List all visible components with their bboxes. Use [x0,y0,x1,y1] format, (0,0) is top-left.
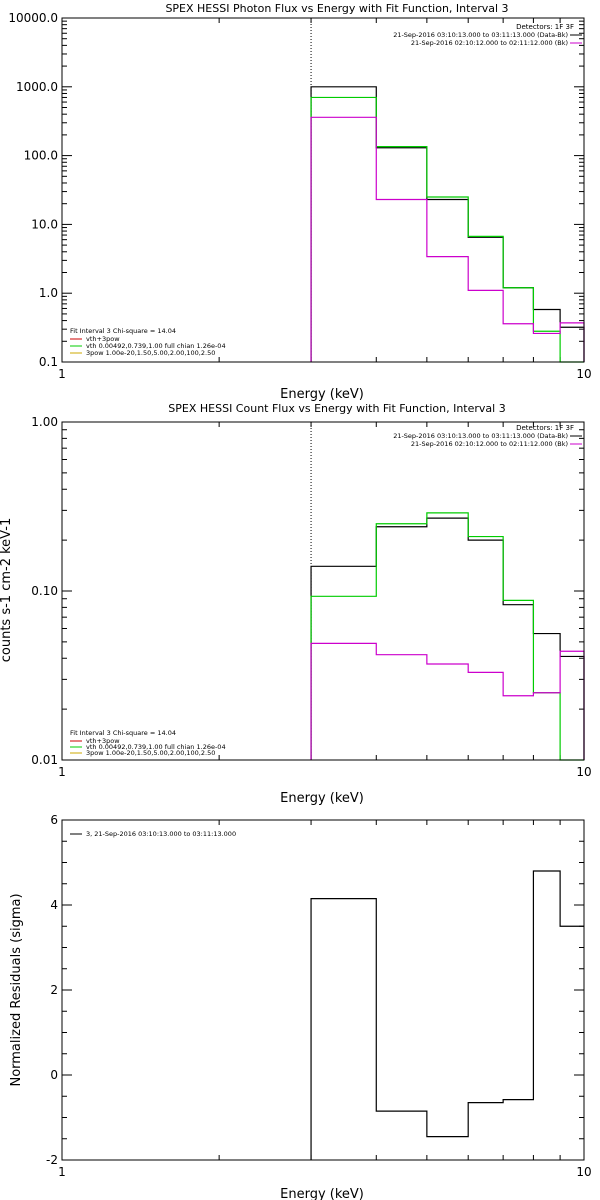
panel2-series-1-histogram [310,517,585,760]
panel1-time-legend-data: 21-Sep-2016 03:10:13.000 to 03:11:13.000… [393,31,568,39]
panel1-x-tick-label: 1 [58,367,66,381]
panel1-y-tick-label: 1.0 [39,286,58,300]
panel2-time-legend: 21-Sep-2016 03:10:13.000 to 03:11:13.000… [393,432,582,448]
panel2-title: SPEX HESSI Count Flux vs Energy with Fit… [168,402,505,415]
panel1-y-tick-label: 1000.0 [16,80,58,94]
photon-flux-panel: SPEX HESSI Photon Flux vs Energy with Fi… [8,2,591,402]
panel3-y-tick-label: 4 [50,898,58,912]
panel2-fit-legend-item-1: vth+3pow [86,737,120,745]
panel1-title: SPEX HESSI Photon Flux vs Energy with Fi… [165,2,508,15]
panel3-x-tick-label: 1 [58,1165,66,1179]
panel1-detectors-label: Detectors: 1F 3F [516,23,574,31]
panel1-fit-legend-title: Fit Interval 3 Chi-square = 14.04 [70,327,176,335]
panel2-xlabel: Energy (keV) [280,791,364,806]
panel3-ylabel: Normalized Residuals (sigma) [9,893,24,1086]
panel1-fit-legend-item-2: vth 0.00492,0.739,1.00 full chian 1.26e-… [86,342,226,350]
panel2-time-legend-data: 21-Sep-2016 03:10:13.000 to 03:11:13.000… [393,432,568,440]
panel2-series-3-histogram [310,642,585,760]
panel1-y-tick-label: 0.1 [39,355,58,369]
panel2-y-tick-label: 1.00 [31,415,58,429]
panel1-x-tick-label: 10 [576,367,591,381]
panel2-series-2-histogram [310,512,584,761]
panel1-series-1-histogram [310,86,585,362]
panel1-y-tick-label: 10000.0 [8,11,58,25]
panel2-x-tick-label: 1 [58,765,66,779]
panel2-y-tick-label: 0.10 [31,584,58,598]
panel1-fit-legend-item-3: 3pow 1.00e-20,1.50,5.00,2.00,100,2.50 [86,349,215,357]
panel1-frame [61,17,585,363]
panel2-frame [61,421,585,761]
panel1-time-legend: 21-Sep-2016 03:10:13.000 to 03:11:13.000… [393,31,582,47]
panel3-legend: 3, 21-Sep-2016 03:10:13.000 to 03:11:13.… [70,830,236,838]
panel1-fit-legend-item-1: vth+3pow [86,335,120,343]
panel1-series-3-histogram [310,116,585,362]
panel3-series-1-histogram [310,870,584,1160]
panel2-fit-legend-title: Fit Interval 3 Chi-square = 14.04 [70,729,176,737]
panel2-time-legend-bk: 21-Sep-2016 02:10:12.000 to 02:11:12.000… [411,440,568,448]
panel1-series-2-histogram [310,96,584,363]
panel3-y-tick-label: 0 [50,1068,58,1082]
panel3-frame [61,819,585,1161]
residuals-panel: 1 10 -2 0 2 4 6 3, 21-Sep-2016 03:10:13.000 to… [9,813,592,1200]
panel1-marks: 1 10 0.1 1.0 10.0 100.0 1000.0 10000.0 [8,11,591,381]
panel3-legend-text: 3, 21-Sep-2016 03:10:13.000 to 03:11:13.… [86,830,236,838]
panel2-x-tick-label: 10 [576,765,591,779]
panel3-y-tick-label: -2 [46,1153,58,1167]
panel2-fit-legend-item-2: vth 0.00492,0.739,1.00 full chian 1.26e-… [86,743,226,751]
panel3-y-tick-label: 2 [50,983,58,997]
panel1-fit-legend: Fit Interval 3 Chi-square = 14.04 vth+3p… [70,327,226,357]
panel3-marks: 1 10 -2 0 2 4 6 [46,813,592,1179]
panel2-ylabel: counts s-1 cm-2 keV-1 [0,518,14,663]
panel2-marks: 1 10 0.01 0.10 1.00 [31,415,591,779]
panel2-detectors-label: Detectors: 1F 3F [516,424,574,432]
panel3-y-tick-label: 6 [50,813,58,827]
panel2-fit-legend-item-3: 3pow 1.00e-20,1.50,5.00,2.00,100,2.50 [86,749,215,757]
panel1-y-tick-label: 10.0 [31,217,58,231]
panel1-time-legend-bk: 21-Sep-2016 02:10:12.000 to 02:11:12.000… [411,39,568,47]
panel2-y-tick-label: 0.01 [31,753,58,767]
panel1-y-tick-label: 100.0 [24,149,58,163]
count-flux-panel: SPEX HESSI Count Flux vs Energy with Fit… [0,402,592,806]
panel3-x-tick-label: 10 [576,1165,591,1179]
panel3-xlabel: Energy (keV) [280,1187,364,1200]
panel1-xlabel: Energy (keV) [280,387,364,402]
panel2-fit-legend: Fit Interval 3 Chi-square = 14.04 vth+3p… [70,729,226,757]
